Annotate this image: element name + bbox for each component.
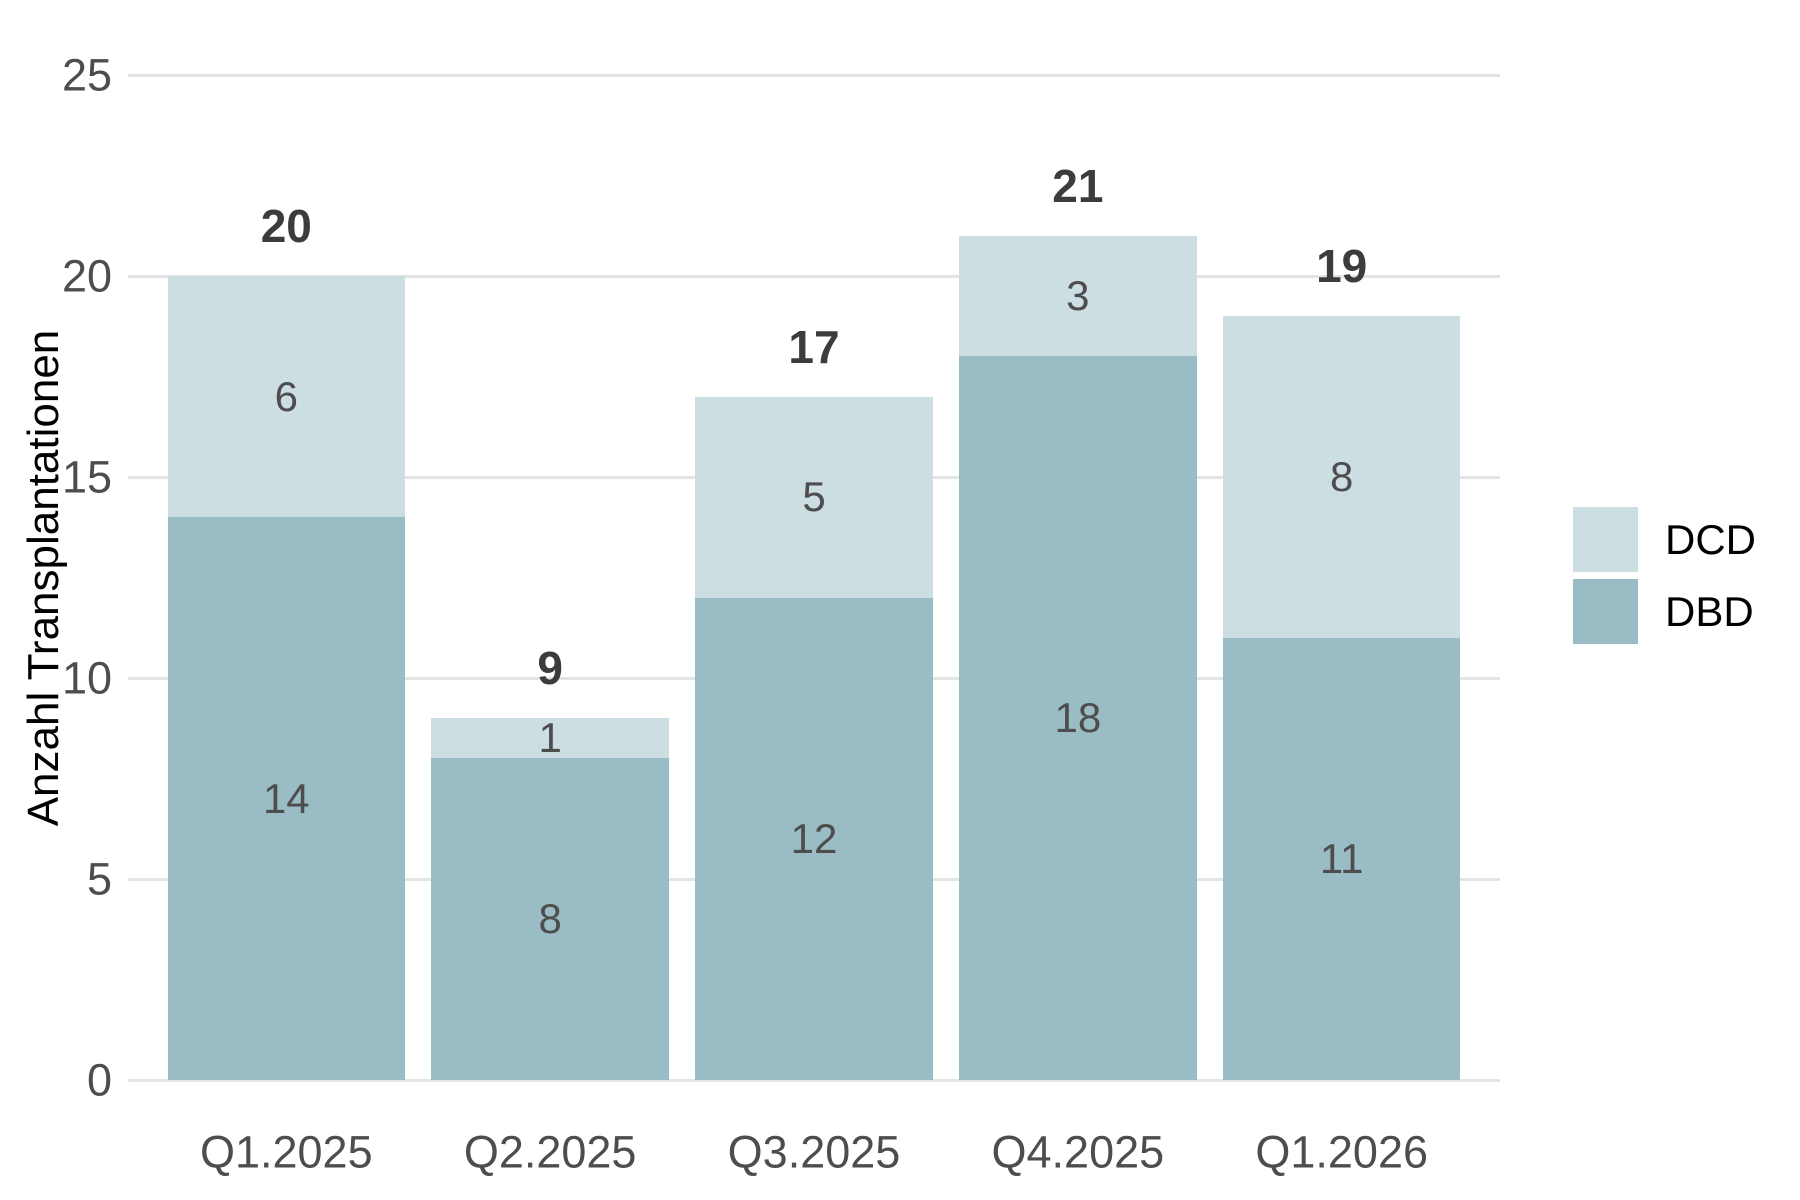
gridline-y-20 <box>128 274 1500 278</box>
segment-value-dbd-Q1.2025: 14 <box>262 774 310 822</box>
bar-segment-dbd-Q1.2025 <box>167 517 406 1080</box>
legend-label-dcd: DCD <box>1665 515 1756 563</box>
bar-segment-dcd-Q1.2025 <box>167 276 406 518</box>
bar-segment-dcd-Q3.2025 <box>695 396 933 598</box>
bar-segment-dcd-Q4.2025 <box>959 235 1197 357</box>
segment-value-dcd-Q1.2026: 8 <box>1330 453 1354 500</box>
total-value-Q4.2025: 21 <box>1052 159 1104 212</box>
total-value-Q1.2026: 19 <box>1316 240 1368 293</box>
gridline-y-0 <box>128 1078 1500 1082</box>
x-tick-label-Q1.2026: Q1.2026 <box>1255 1126 1429 1178</box>
segment-value-dcd-Q2.2025: 1 <box>538 714 562 762</box>
total-value-Q2.2025: 9 <box>537 642 563 695</box>
x-tick-label-Q3.2025: Q3.2025 <box>727 1126 901 1178</box>
bar-segment-dbd-Q3.2025 <box>695 597 933 1080</box>
bar-segment-dcd-Q2.2025 <box>431 718 669 759</box>
segment-value-dbd-Q3.2025: 12 <box>790 814 838 862</box>
y-tick-label-25: 25 <box>61 49 112 101</box>
y-tick-label-10: 10 <box>61 652 112 704</box>
bar-segment-dbd-Q4.2025 <box>959 356 1197 1080</box>
legend-label-dbd: DBD <box>1665 587 1754 635</box>
total-value-Q3.2025: 17 <box>788 320 840 373</box>
y-axis-title: Anzahl Transplantationen <box>19 329 68 826</box>
x-tick-label-Q4.2025: Q4.2025 <box>991 1126 1165 1178</box>
segment-value-dcd-Q4.2025: 3 <box>1066 272 1090 320</box>
x-tick-label-Q1.2025: Q1.2025 <box>199 1126 373 1178</box>
gridline-y-25 <box>128 73 1500 77</box>
segment-value-dbd-Q1.2026: 11 <box>1319 834 1364 882</box>
segment-value-dbd-Q2.2025: 8 <box>538 895 562 943</box>
y-tick-label-20: 20 <box>61 250 112 302</box>
y-tick-label-5: 5 <box>86 853 112 905</box>
bar-segment-dbd-Q1.2026 <box>1222 637 1461 1080</box>
x-tick-label-Q2.2025: Q2.2025 <box>463 1126 637 1178</box>
total-value-Q1.2025: 20 <box>260 200 312 252</box>
segment-value-dcd-Q3.2025: 5 <box>802 473 826 521</box>
y-tick-label-0: 0 <box>86 1054 112 1106</box>
legend-key-dbd <box>1573 579 1638 644</box>
segment-value-dbd-Q4.2025: 18 <box>1054 694 1102 742</box>
legend-key-dcd <box>1573 507 1638 572</box>
y-tick-label-15: 15 <box>61 451 112 503</box>
segment-value-dcd-Q1.2025: 6 <box>274 372 298 420</box>
bar-segment-dbd-Q2.2025 <box>431 758 669 1080</box>
bar-segment-dcd-Q1.2026 <box>1222 316 1461 638</box>
